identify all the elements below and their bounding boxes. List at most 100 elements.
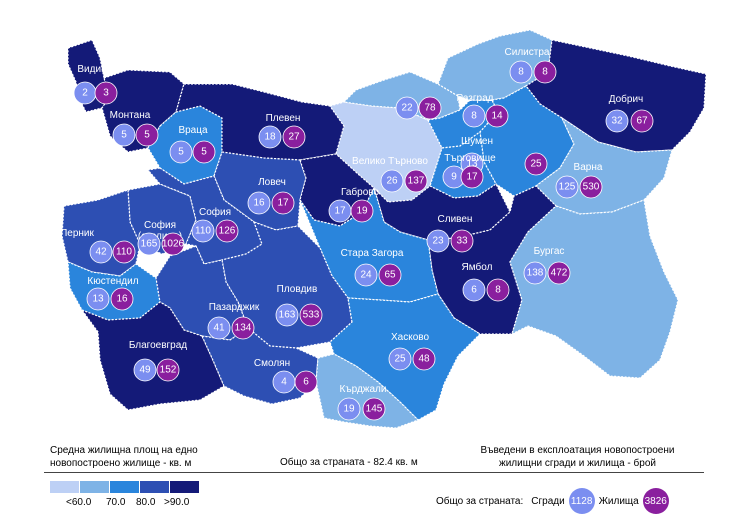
buildings-circle: [523, 261, 547, 285]
region-label-group: Кърджали 19 145: [337, 384, 387, 421]
region-label-group: Кюстендил 13 16: [86, 276, 139, 311]
buildings-circle: [462, 278, 486, 302]
buildings-value: 16: [253, 198, 265, 209]
buildings-circle: [388, 347, 412, 371]
region-label-group: Стара Загора 24 65: [341, 248, 404, 287]
legend-divider: [44, 472, 704, 473]
dwellings-circle: [350, 199, 374, 223]
region-label-group: Плевен 18 27: [258, 113, 306, 149]
dwellings-value: 14: [491, 111, 503, 122]
buildings-circle: [191, 219, 215, 243]
region-label-group: Добрич 32 67: [605, 93, 654, 133]
dwellings-circle: [282, 125, 306, 149]
dwellings-value: 472: [551, 268, 568, 279]
region-name-label: Ловеч: [258, 177, 286, 188]
region-name-label: Монтана: [110, 110, 151, 121]
region-label-group: Враца 5 5: [169, 125, 216, 164]
dwellings-value: 67: [636, 116, 648, 127]
buildings-value: 6: [471, 285, 477, 296]
dwellings-value: 25: [530, 159, 542, 170]
region-name-label: Разград: [457, 93, 494, 104]
buildings-value: 5: [121, 130, 127, 141]
buildings-value: 8: [518, 67, 524, 78]
buildings-circle: [207, 316, 231, 340]
dwellings-circle: [192, 140, 216, 164]
buildings-value: 41: [213, 323, 225, 334]
dwellings-circle: [450, 229, 474, 253]
region-name-label: София: [199, 206, 231, 218]
region-label-group: София(столица)165 1026: [137, 219, 185, 256]
scale-swatch-70-80: [110, 481, 139, 493]
buildings-value: 2: [82, 88, 88, 99]
totals-label: Общо за страната:: [436, 495, 524, 507]
region-name-label: (столица): [138, 231, 182, 242]
buildings-value: 8: [471, 111, 477, 122]
dwellings-value: 8: [542, 67, 548, 78]
count-legend-title: Въведени в експлоатация новопостроени жи…: [455, 444, 700, 470]
buildings-value: 42: [95, 247, 107, 258]
dwellings-circle: [378, 263, 402, 287]
region-name-label: Пазарджик: [209, 302, 260, 313]
dwellings-circle: [156, 358, 180, 382]
region-name-label: Шумен: [461, 136, 493, 147]
region-name-label: Видин: [77, 64, 106, 75]
region-name-label: Варна: [574, 162, 603, 173]
dwellings-value: 16: [116, 294, 128, 305]
buildings-circle: [86, 287, 110, 311]
dwellings-circle: [486, 278, 510, 302]
scale-label-gt90: >90.0: [164, 497, 190, 508]
region-label-group: Ловеч 16 17: [247, 177, 295, 215]
region-name-label: Габрово: [341, 186, 379, 198]
region-name-label: Търговище: [444, 153, 496, 164]
region-label-group: Пловдив 163 533: [275, 284, 323, 327]
region-name-label: Велико Търново: [352, 156, 428, 167]
count-legend-title-line2: жилищни сгради и жилища - брой: [499, 458, 656, 469]
dwellings-value: 6: [303, 377, 309, 388]
dwellings-circle: [524, 152, 548, 176]
region-name-label: Стара Загора: [341, 248, 404, 259]
dwellings-value: 3: [103, 88, 109, 99]
region-label-group: Русе2278: [395, 96, 442, 120]
dwellings-value: 134: [235, 323, 252, 334]
buildings-value: 25: [394, 354, 406, 365]
region-name-label: Пловдив: [277, 284, 318, 295]
dwellings-circle: [485, 104, 509, 128]
dwellings-circle: [215, 219, 239, 243]
country-totals: Общо за страната: Сгради 1128 Жилища 382…: [436, 488, 673, 514]
region-name-label: Смолян: [254, 358, 290, 369]
dwellings-value: 65: [384, 270, 396, 281]
scale-label-70: 70.0: [106, 497, 126, 508]
scale-swatch-80-90: [140, 481, 169, 493]
region-бургас: [509, 199, 679, 379]
dwellings-circle: [299, 303, 323, 327]
region-label-group: Хасково 25 48: [388, 332, 436, 371]
buildings-total-circle: 1128: [568, 488, 595, 514]
buildings-value: 22: [401, 103, 413, 114]
region-name-label: Кърджали: [340, 384, 387, 395]
dwellings-circle: [418, 96, 442, 120]
dwellings-value: 533: [303, 310, 320, 321]
dwellings-value: 530: [583, 182, 600, 193]
dwellings-value: 17: [466, 172, 478, 183]
dwellings-value: 33: [456, 236, 468, 247]
buildings-value: 110: [195, 226, 211, 237]
buildings-value: 17: [334, 206, 346, 217]
buildings-circle: [275, 303, 299, 327]
dwellings-circle: [112, 240, 136, 264]
region-благоевград: [80, 301, 225, 411]
scale-swatch-gt90: [170, 481, 199, 493]
buildings-value: 138: [527, 268, 544, 279]
region-label-group: Габрово 17 19: [328, 186, 379, 223]
region-label-group: София 110 126: [191, 206, 239, 243]
dwellings-value: 137: [408, 176, 425, 187]
region-label-group: Велико Търново 26 137: [352, 156, 428, 193]
scale-label-80: 80.0: [136, 497, 156, 508]
scale-label-lt60: <60.0: [66, 497, 92, 508]
dwellings-value: 17: [277, 198, 289, 209]
buildings-circle: [509, 60, 533, 84]
region-label-group: Бургас 138 472: [523, 246, 571, 285]
region-name-label: Перник: [60, 228, 94, 239]
buildings-circle: [112, 123, 136, 147]
region-name-label: Бургас: [534, 246, 565, 257]
region-name-label: Хасково: [391, 332, 429, 343]
